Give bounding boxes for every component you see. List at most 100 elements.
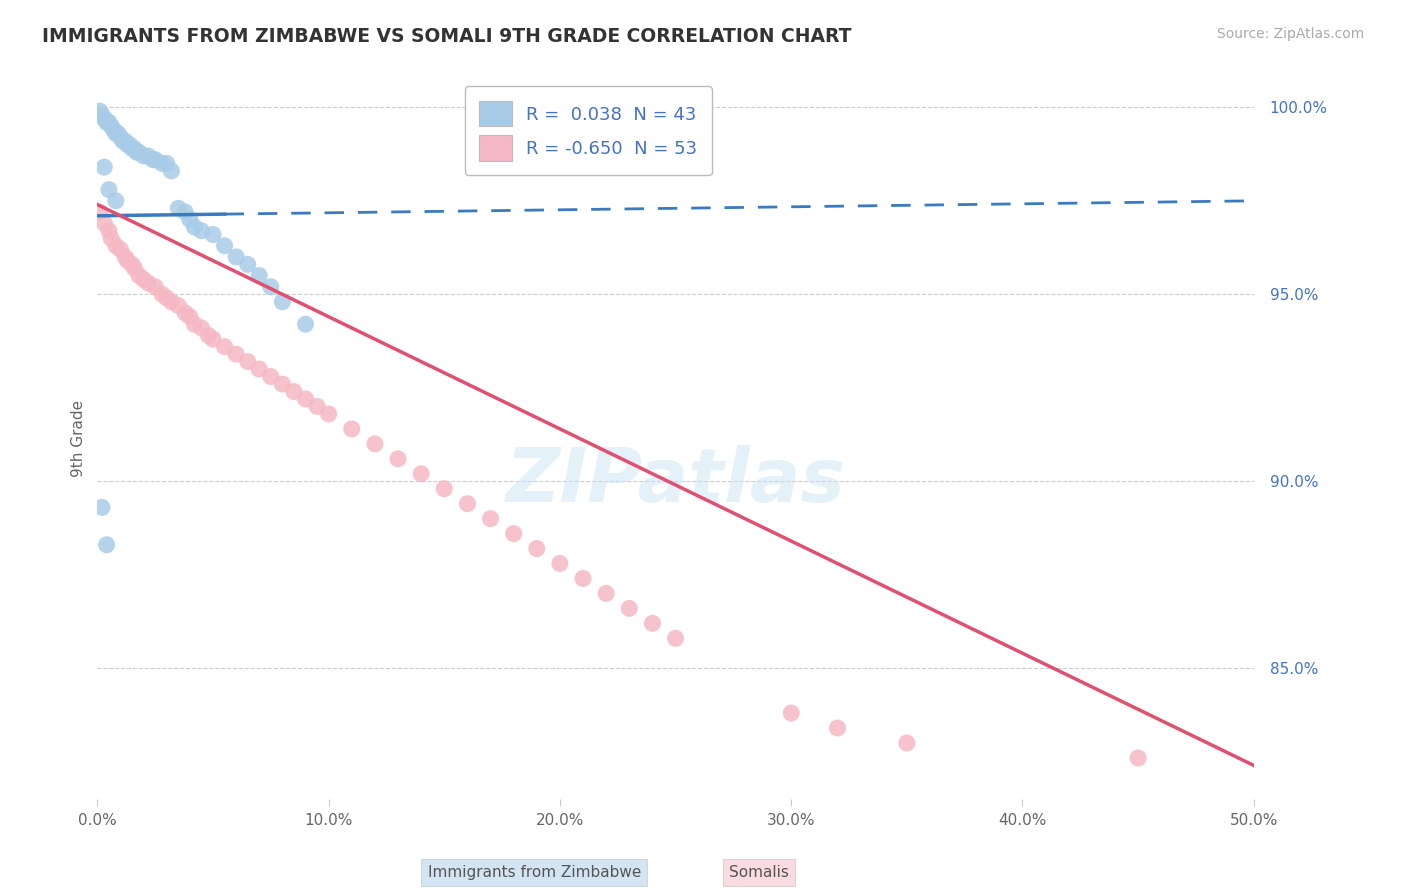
- Point: [387, 451, 409, 466]
- Point: [89, 104, 111, 119]
- Point: [128, 145, 150, 160]
- Point: [456, 497, 478, 511]
- Text: Immigrants from Zimbabwe: Immigrants from Zimbabwe: [427, 865, 641, 880]
- Point: [114, 250, 136, 264]
- Point: [160, 294, 183, 309]
- Point: [283, 384, 305, 399]
- Point: [340, 422, 363, 436]
- Point: [247, 268, 270, 283]
- Point: [89, 205, 111, 219]
- Point: [247, 362, 270, 376]
- Point: [225, 250, 247, 264]
- Text: Somalis: Somalis: [730, 865, 789, 880]
- Point: [236, 354, 259, 368]
- Point: [150, 287, 173, 301]
- Point: [294, 317, 316, 331]
- Point: [190, 321, 212, 335]
- Point: [433, 482, 456, 496]
- Point: [619, 601, 641, 615]
- Point: [132, 149, 155, 163]
- Point: [124, 261, 146, 276]
- Point: [201, 227, 224, 242]
- Point: [318, 407, 340, 421]
- Y-axis label: 9th Grade: 9th Grade: [72, 400, 86, 477]
- Point: [124, 141, 146, 155]
- Point: [136, 149, 159, 163]
- Point: [167, 299, 190, 313]
- Point: [104, 238, 127, 252]
- Point: [117, 137, 139, 152]
- Point: [896, 736, 918, 750]
- Point: [93, 160, 115, 174]
- Text: ZIPatlas: ZIPatlas: [506, 445, 845, 518]
- Point: [271, 377, 294, 392]
- Point: [197, 328, 219, 343]
- Point: [104, 194, 127, 208]
- Point: [214, 238, 236, 252]
- Point: [1126, 751, 1149, 765]
- Point: [167, 202, 190, 216]
- Text: IMMIGRANTS FROM ZIMBABWE VS SOMALI 9TH GRADE CORRELATION CHART: IMMIGRANTS FROM ZIMBABWE VS SOMALI 9TH G…: [42, 27, 852, 45]
- Point: [179, 310, 201, 324]
- Point: [107, 127, 129, 141]
- Point: [156, 156, 179, 170]
- Point: [160, 164, 183, 178]
- Point: [93, 216, 115, 230]
- Point: [294, 392, 316, 406]
- Point: [201, 332, 224, 346]
- Point: [179, 212, 201, 227]
- Point: [260, 280, 283, 294]
- Point: [97, 183, 120, 197]
- Point: [114, 134, 136, 148]
- Point: [271, 294, 294, 309]
- Point: [411, 467, 433, 481]
- Point: [100, 231, 122, 245]
- Point: [174, 205, 197, 219]
- Point: [111, 134, 134, 148]
- Point: [121, 141, 143, 155]
- Point: [595, 586, 617, 600]
- Point: [97, 115, 120, 129]
- Point: [96, 115, 118, 129]
- Point: [190, 224, 212, 238]
- Point: [150, 156, 173, 170]
- Point: [664, 632, 686, 646]
- Point: [183, 219, 205, 234]
- Point: [143, 280, 166, 294]
- Point: [143, 153, 166, 167]
- Point: [183, 317, 205, 331]
- Point: [110, 130, 132, 145]
- Point: [128, 268, 150, 283]
- Legend: R =  0.038  N = 43, R = -0.650  N = 53: R = 0.038 N = 43, R = -0.650 N = 53: [465, 87, 711, 176]
- Point: [97, 224, 120, 238]
- Point: [132, 272, 155, 286]
- Text: Source: ZipAtlas.com: Source: ZipAtlas.com: [1216, 27, 1364, 41]
- Point: [502, 526, 524, 541]
- Point: [174, 306, 197, 320]
- Point: [364, 437, 387, 451]
- Point: [103, 122, 125, 136]
- Point: [104, 127, 127, 141]
- Point: [121, 257, 143, 271]
- Point: [225, 347, 247, 361]
- Point: [548, 557, 571, 571]
- Point: [260, 369, 283, 384]
- Point: [307, 400, 329, 414]
- Point: [236, 257, 259, 271]
- Point: [118, 137, 141, 152]
- Point: [93, 112, 115, 126]
- Point: [142, 153, 165, 167]
- Point: [780, 706, 803, 720]
- Point: [827, 721, 849, 735]
- Point: [572, 571, 595, 585]
- Point: [526, 541, 548, 556]
- Point: [125, 145, 148, 160]
- Point: [136, 276, 159, 290]
- Point: [156, 291, 179, 305]
- Point: [91, 108, 114, 122]
- Point: [110, 243, 132, 257]
- Point: [641, 616, 664, 631]
- Point: [117, 253, 139, 268]
- Point: [100, 119, 122, 133]
- Point: [214, 340, 236, 354]
